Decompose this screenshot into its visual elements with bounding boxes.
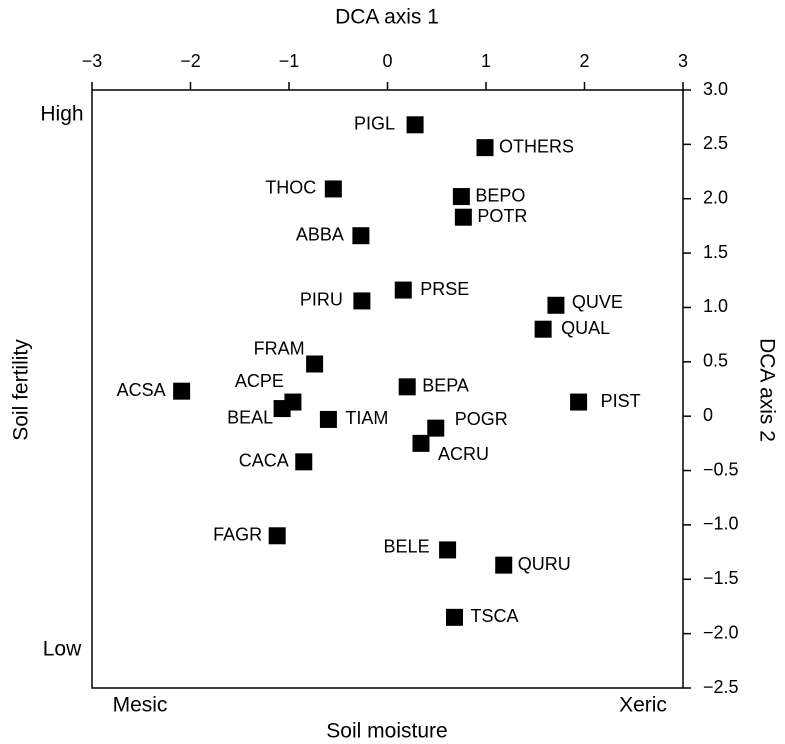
annotation: Xeric <box>619 694 667 717</box>
y-tick-label: 2.0 <box>703 187 728 207</box>
point <box>295 453 313 471</box>
y-tick-label: −1.5 <box>703 568 739 588</box>
point-label: PIST <box>601 391 641 411</box>
x-tick-label: 1 <box>481 51 491 71</box>
y-tick-label: 0 <box>703 405 713 425</box>
point-label: BEPA <box>422 376 469 396</box>
point-label: FRAM <box>254 339 305 359</box>
point-label: PIGL <box>354 114 395 134</box>
y-tick-label: −0.5 <box>703 459 739 479</box>
point-label: ABBA <box>296 224 344 244</box>
point <box>534 320 552 338</box>
x-tick-label: 3 <box>678 51 688 71</box>
point-label: QUAL <box>561 318 610 338</box>
point-label: ACPE <box>235 371 284 391</box>
point-label: QURU <box>518 554 571 574</box>
point <box>547 296 565 314</box>
point <box>394 281 412 299</box>
point <box>353 292 371 310</box>
point <box>570 393 588 411</box>
point <box>324 180 342 198</box>
point-label: OTHERS <box>499 136 574 156</box>
point <box>452 188 470 206</box>
x-tick-label: −1 <box>279 51 300 71</box>
point-label: BEAL <box>227 407 273 427</box>
point <box>268 527 286 545</box>
annotation: Low <box>43 638 82 661</box>
point <box>495 556 513 574</box>
point <box>352 227 370 245</box>
point-label: FAGR <box>213 525 262 545</box>
point <box>439 541 457 559</box>
point <box>445 608 463 626</box>
point <box>173 382 191 400</box>
point <box>273 400 291 418</box>
point-label: PRSE <box>420 279 469 299</box>
point-label: PIRU <box>300 290 343 310</box>
point-label: ACSA <box>117 380 166 400</box>
x-tick-label: −2 <box>180 51 201 71</box>
annotation: Mesic <box>113 694 168 717</box>
point-label: THOC <box>265 178 316 198</box>
point-label: QUVE <box>572 292 623 312</box>
point-label: BELE <box>384 537 430 557</box>
x-tick-label: −3 <box>82 51 103 71</box>
point-label: POGR <box>455 409 508 429</box>
left-axis-title: Soil fertility <box>10 339 33 441</box>
y-tick-label: 1.0 <box>703 296 728 316</box>
point <box>406 116 424 134</box>
top-axis-title: DCA axis 1 <box>335 6 439 29</box>
y-tick-label: −2.5 <box>703 677 739 697</box>
point-label: POTR <box>477 206 527 226</box>
y-tick-label: −2.0 <box>703 622 739 642</box>
x-tick-label: 2 <box>579 51 589 71</box>
point <box>398 378 416 396</box>
right-axis-title: DCA axis 2 <box>755 338 778 442</box>
point-label: CACA <box>239 451 289 471</box>
bottom-axis-title: Soil moisture <box>326 720 447 743</box>
y-tick-label: 1.5 <box>703 242 728 262</box>
y-tick-label: 0.5 <box>703 351 728 371</box>
point <box>412 434 430 452</box>
point-label: ACRU <box>438 444 489 464</box>
annotation: High <box>40 103 83 126</box>
y-tick-label: 3.0 <box>703 79 728 99</box>
point <box>454 208 472 226</box>
point-label: TIAM <box>345 408 388 428</box>
y-tick-label: −1.0 <box>703 514 739 534</box>
point-label: TSCA <box>470 606 518 626</box>
point <box>319 410 337 428</box>
x-tick-label: 0 <box>382 51 392 71</box>
y-tick-label: 2.5 <box>703 133 728 153</box>
point-label: BEPO <box>475 185 525 205</box>
point <box>476 139 494 157</box>
point <box>427 419 445 437</box>
point <box>306 355 324 373</box>
